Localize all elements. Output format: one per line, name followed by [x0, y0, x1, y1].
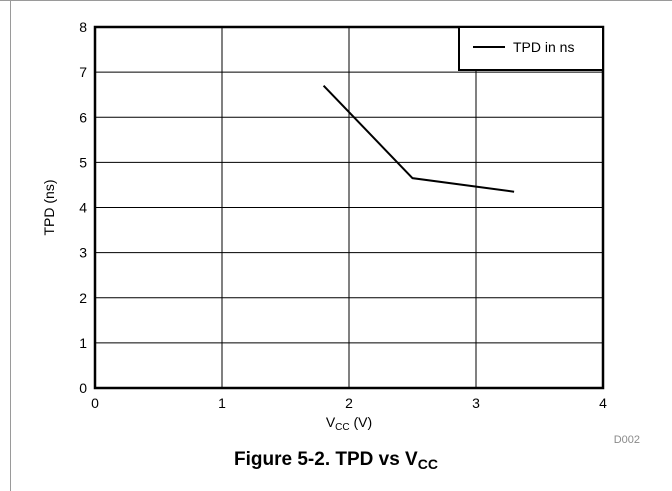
x-tick-labels: 0 1 2 3 4	[91, 395, 607, 411]
y-tick-label: 1	[79, 335, 87, 351]
page-frame-top	[0, 0, 672, 1]
figure-caption-main: Figure 5-2. TPD vs V	[234, 449, 418, 470]
grid	[94, 26, 604, 389]
legend-box	[458, 26, 604, 71]
y-tick-label: 4	[79, 200, 87, 216]
x-axis-label-suffix: (V)	[350, 414, 373, 430]
tpd-vs-vcc-chart: 0 1 2 3 4 0 1 2 3 4 5 6 7 8 VCC (V) TPD (ns) TPD in …	[41, 19, 640, 445]
y-tick-label: 2	[79, 290, 87, 306]
y-tick-label: 7	[79, 64, 87, 80]
x-tick-label: 2	[345, 395, 353, 411]
figure-caption-sub: CC	[417, 456, 438, 472]
y-tick-label: 3	[79, 245, 87, 261]
page-frame-left	[10, 0, 11, 491]
legend: TPD in ns	[458, 26, 604, 71]
x-tick-label: 3	[472, 395, 480, 411]
y-tick-label: 8	[79, 19, 87, 35]
x-tick-label: 0	[91, 395, 99, 411]
x-tick-label: 4	[599, 395, 607, 411]
x-axis-label: VCC (V)	[326, 414, 372, 433]
legend-label: TPD in ns	[513, 39, 574, 55]
series-layer	[322, 84, 515, 193]
y-tick-label: 5	[79, 154, 87, 170]
y-tick-label: 6	[79, 109, 87, 125]
series-line	[322, 84, 515, 193]
x-axis-label-main: V	[326, 414, 336, 430]
x-tick-label: 1	[218, 395, 226, 411]
x-axis-label-sub: CC	[335, 422, 349, 433]
figure-code: D002	[614, 434, 640, 445]
plot-border	[93, 25, 605, 390]
y-axis-label: TPD (ns)	[41, 180, 57, 236]
figure-caption: Figure 5-2. TPD vs VCC	[0, 449, 672, 472]
y-tick-label: 0	[79, 380, 87, 396]
y-tick-labels: 0 1 2 3 4 5 6 7 8	[79, 19, 87, 396]
